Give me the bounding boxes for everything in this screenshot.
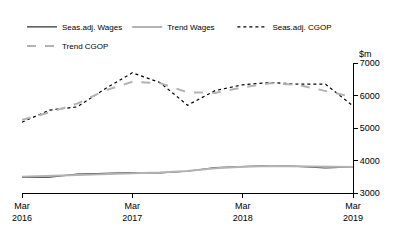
svg-text:3000: 3000 (360, 188, 380, 198)
svg-text:Seas.adj. CGOP: Seas.adj. CGOP (272, 23, 331, 32)
svg-text:Mar2019: Mar2019 (343, 201, 363, 223)
svg-text:Seas.adj. Wages: Seas.adj. Wages (62, 23, 122, 32)
svg-text:Mar2017: Mar2017 (122, 201, 142, 223)
svg-text:4000: 4000 (360, 156, 380, 166)
svg-text:6000: 6000 (360, 91, 380, 101)
svg-text:Trend Wages: Trend Wages (167, 23, 214, 32)
svg-text:Mar2018: Mar2018 (233, 201, 253, 223)
svg-text:Trend CGOP: Trend CGOP (62, 42, 108, 51)
svg-text:$m: $m (359, 49, 372, 59)
svg-text:Mar2016: Mar2016 (12, 201, 32, 223)
svg-text:7000: 7000 (360, 58, 380, 68)
svg-text:5000: 5000 (360, 123, 380, 133)
